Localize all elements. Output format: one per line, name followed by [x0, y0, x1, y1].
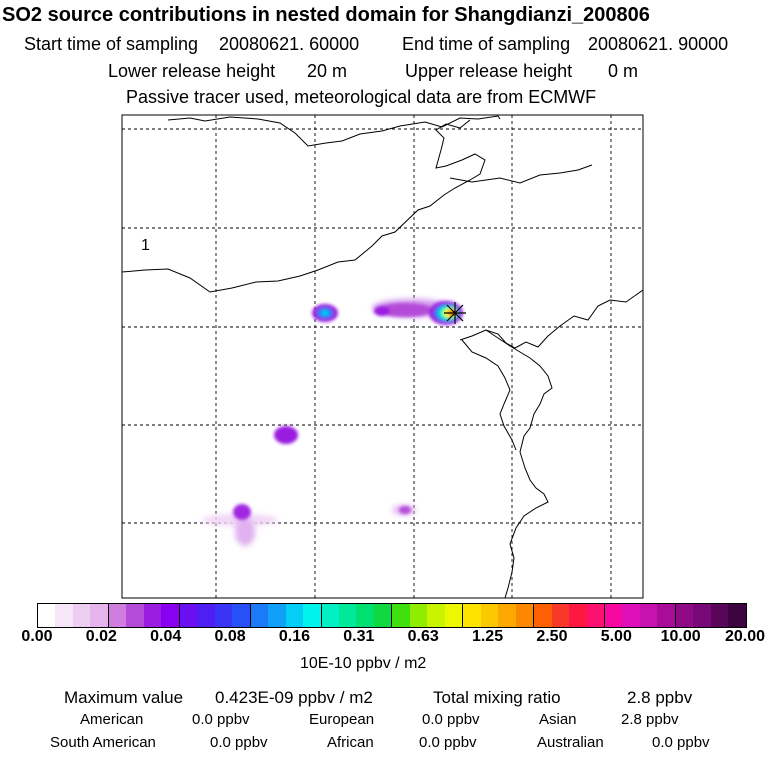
colorbar-swatch [480, 604, 499, 627]
colorbar-swatch [214, 604, 233, 627]
colorbar-swatch [373, 604, 392, 627]
colorbar-swatch [427, 604, 445, 627]
region-american-value: 0.0 ppbv [192, 711, 250, 728]
colorbar-swatch [639, 604, 658, 627]
colorbar-swatch [693, 604, 711, 627]
colorbar-swatch [551, 604, 570, 627]
colorbar-tick-label: 2.50 [536, 628, 568, 645]
upper-height-value: 0 m [608, 61, 639, 81]
end-time-value: 20080621. 90000 [588, 34, 729, 54]
region-australian-value: 0.0 ppbv [652, 734, 710, 751]
colorbar-tick-label: 0.04 [150, 628, 182, 645]
lower-height-label: Lower release height [108, 61, 276, 81]
colorbar-tick-label: 10.00 [660, 628, 701, 645]
start-time-label: Start time of sampling [24, 34, 199, 54]
colorbar-tick-label: 0.02 [85, 628, 117, 645]
colorbar-tick-label: 0.08 [214, 628, 246, 645]
colorbar-swatch [710, 604, 729, 627]
region-south-american-label: South American [50, 734, 156, 751]
colorbar-swatch [409, 604, 428, 627]
colorbar-swatch [197, 604, 215, 627]
region-european-label: European [309, 711, 375, 728]
region-asian-value: 2.8 ppbv [621, 711, 679, 728]
colorbar-swatch [178, 604, 198, 627]
upper-height-label: Upper release height [405, 61, 573, 81]
colorbar-swatch [249, 604, 269, 627]
colorbar-swatch [622, 604, 640, 627]
colorbar-swatch [338, 604, 357, 627]
colorbar-swatch [515, 604, 534, 627]
colorbar [37, 603, 747, 628]
colorbar-swatch [586, 604, 604, 627]
region-south-american-value: 0.0 ppbv [210, 734, 268, 751]
region-european-value: 0.0 ppbv [422, 711, 480, 728]
colorbar-swatch [462, 604, 481, 627]
plot-title: SO2 source contributions in nested domai… [2, 4, 650, 26]
colorbar-swatch [143, 604, 162, 627]
colorbar-swatch [285, 604, 304, 627]
colorbar-tick-label: 0.63 [407, 628, 439, 645]
colorbar-swatch [498, 604, 516, 627]
colorbar-tick-label: 0.16 [278, 628, 311, 645]
colorbar-swatch [604, 604, 623, 627]
boundary-lines [122, 115, 643, 598]
total-mixing-value: 2.8 ppbv [627, 688, 693, 707]
colorbar-swatch [303, 604, 321, 627]
region-american-label: American [80, 711, 144, 728]
max-value-label: Maximum value [64, 688, 184, 707]
colorbar-swatch [107, 604, 127, 627]
colorbar-swatch [126, 604, 144, 627]
colorbar-swatch [674, 604, 694, 627]
colorbar-unit: 10E-10 ppbv / m2 [300, 655, 427, 672]
colorbar-tick-label: 1.25 [471, 628, 504, 645]
total-mixing-label: Total mixing ratio [433, 688, 561, 707]
colorbar-swatch [161, 604, 179, 627]
colorbar-swatch [569, 604, 587, 627]
lower-height-value: 20 m [307, 61, 348, 81]
colorbar-swatch [232, 604, 250, 627]
region-asian-label: Asian [539, 711, 577, 728]
colorbar-swatch [320, 604, 339, 627]
colorbar-swatch [90, 604, 108, 627]
colorbar-tick-label: 5.00 [600, 628, 632, 645]
colorbar-tick-label: 0.00 [21, 628, 53, 645]
region-australian-label: Australian [537, 734, 604, 751]
colorbar-swatch [657, 604, 675, 627]
map-panel: 1 [121, 114, 644, 599]
colorbar-swatch [391, 604, 410, 627]
colorbar-swatch [728, 604, 746, 627]
start-time-value: 20080621. 60000 [219, 34, 360, 54]
region-african-value: 0.0 ppbv [419, 734, 477, 751]
colorbar-swatch [444, 604, 463, 627]
end-time-label: End time of sampling [402, 34, 571, 54]
colorbar-tick-label: 20.00 [724, 628, 766, 645]
colorbar-swatch [533, 604, 552, 627]
colorbar-swatch [268, 604, 286, 627]
map-frame [121, 114, 644, 599]
region-african-label: African [327, 734, 374, 751]
colorbar-swatch [38, 604, 56, 627]
colorbar-swatch [72, 604, 91, 627]
colorbar-swatch [356, 604, 374, 627]
region-label: 1 [141, 237, 150, 254]
colorbar-swatch [55, 604, 73, 627]
tracer-note: Passive tracer used, meteorological data… [126, 87, 597, 107]
max-value: 0.423E-09 ppbv / m2 [215, 688, 373, 707]
colorbar-tick-label: 0.31 [343, 628, 375, 645]
station-star-icon [444, 302, 466, 324]
